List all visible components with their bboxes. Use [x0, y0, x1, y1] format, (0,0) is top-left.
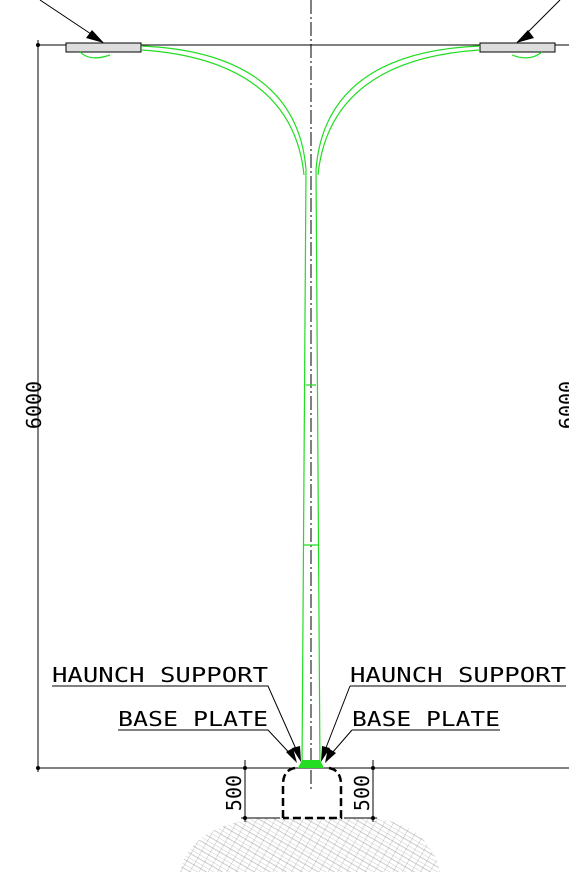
lamp-glass: [512, 52, 542, 58]
dim-dot: [243, 816, 247, 820]
dimension-text: 6000: [22, 381, 46, 429]
label: BASE PLATE: [352, 707, 500, 731]
dim-dot: [371, 766, 375, 770]
base-plate: [298, 760, 324, 768]
lamp: [480, 43, 555, 52]
arrowhead: [86, 30, 534, 43]
arm: [316, 46, 480, 175]
lamp-glass: [80, 52, 110, 58]
foundation: [283, 768, 341, 818]
label: HAUNCH SUPPORT: [52, 663, 268, 687]
ground: [180, 818, 440, 872]
leader: [40, 0, 560, 40]
arm: [141, 46, 306, 175]
dimension-text: 500: [222, 775, 246, 811]
dimension-text: 6000: [555, 381, 569, 429]
dimension-text: 500: [350, 775, 374, 811]
dim-dot: [36, 43, 40, 47]
label: BASE PLATE: [118, 707, 268, 731]
label: HAUNCH SUPPORT: [350, 663, 566, 687]
dim-dot: [36, 766, 40, 770]
dim-dot: [243, 766, 247, 770]
lamp: [66, 43, 141, 52]
drawing: HAUNCH SUPPORT BASE PLATE HAUNCH SUPPORT…: [0, 0, 569, 872]
dim-dot: [371, 816, 375, 820]
